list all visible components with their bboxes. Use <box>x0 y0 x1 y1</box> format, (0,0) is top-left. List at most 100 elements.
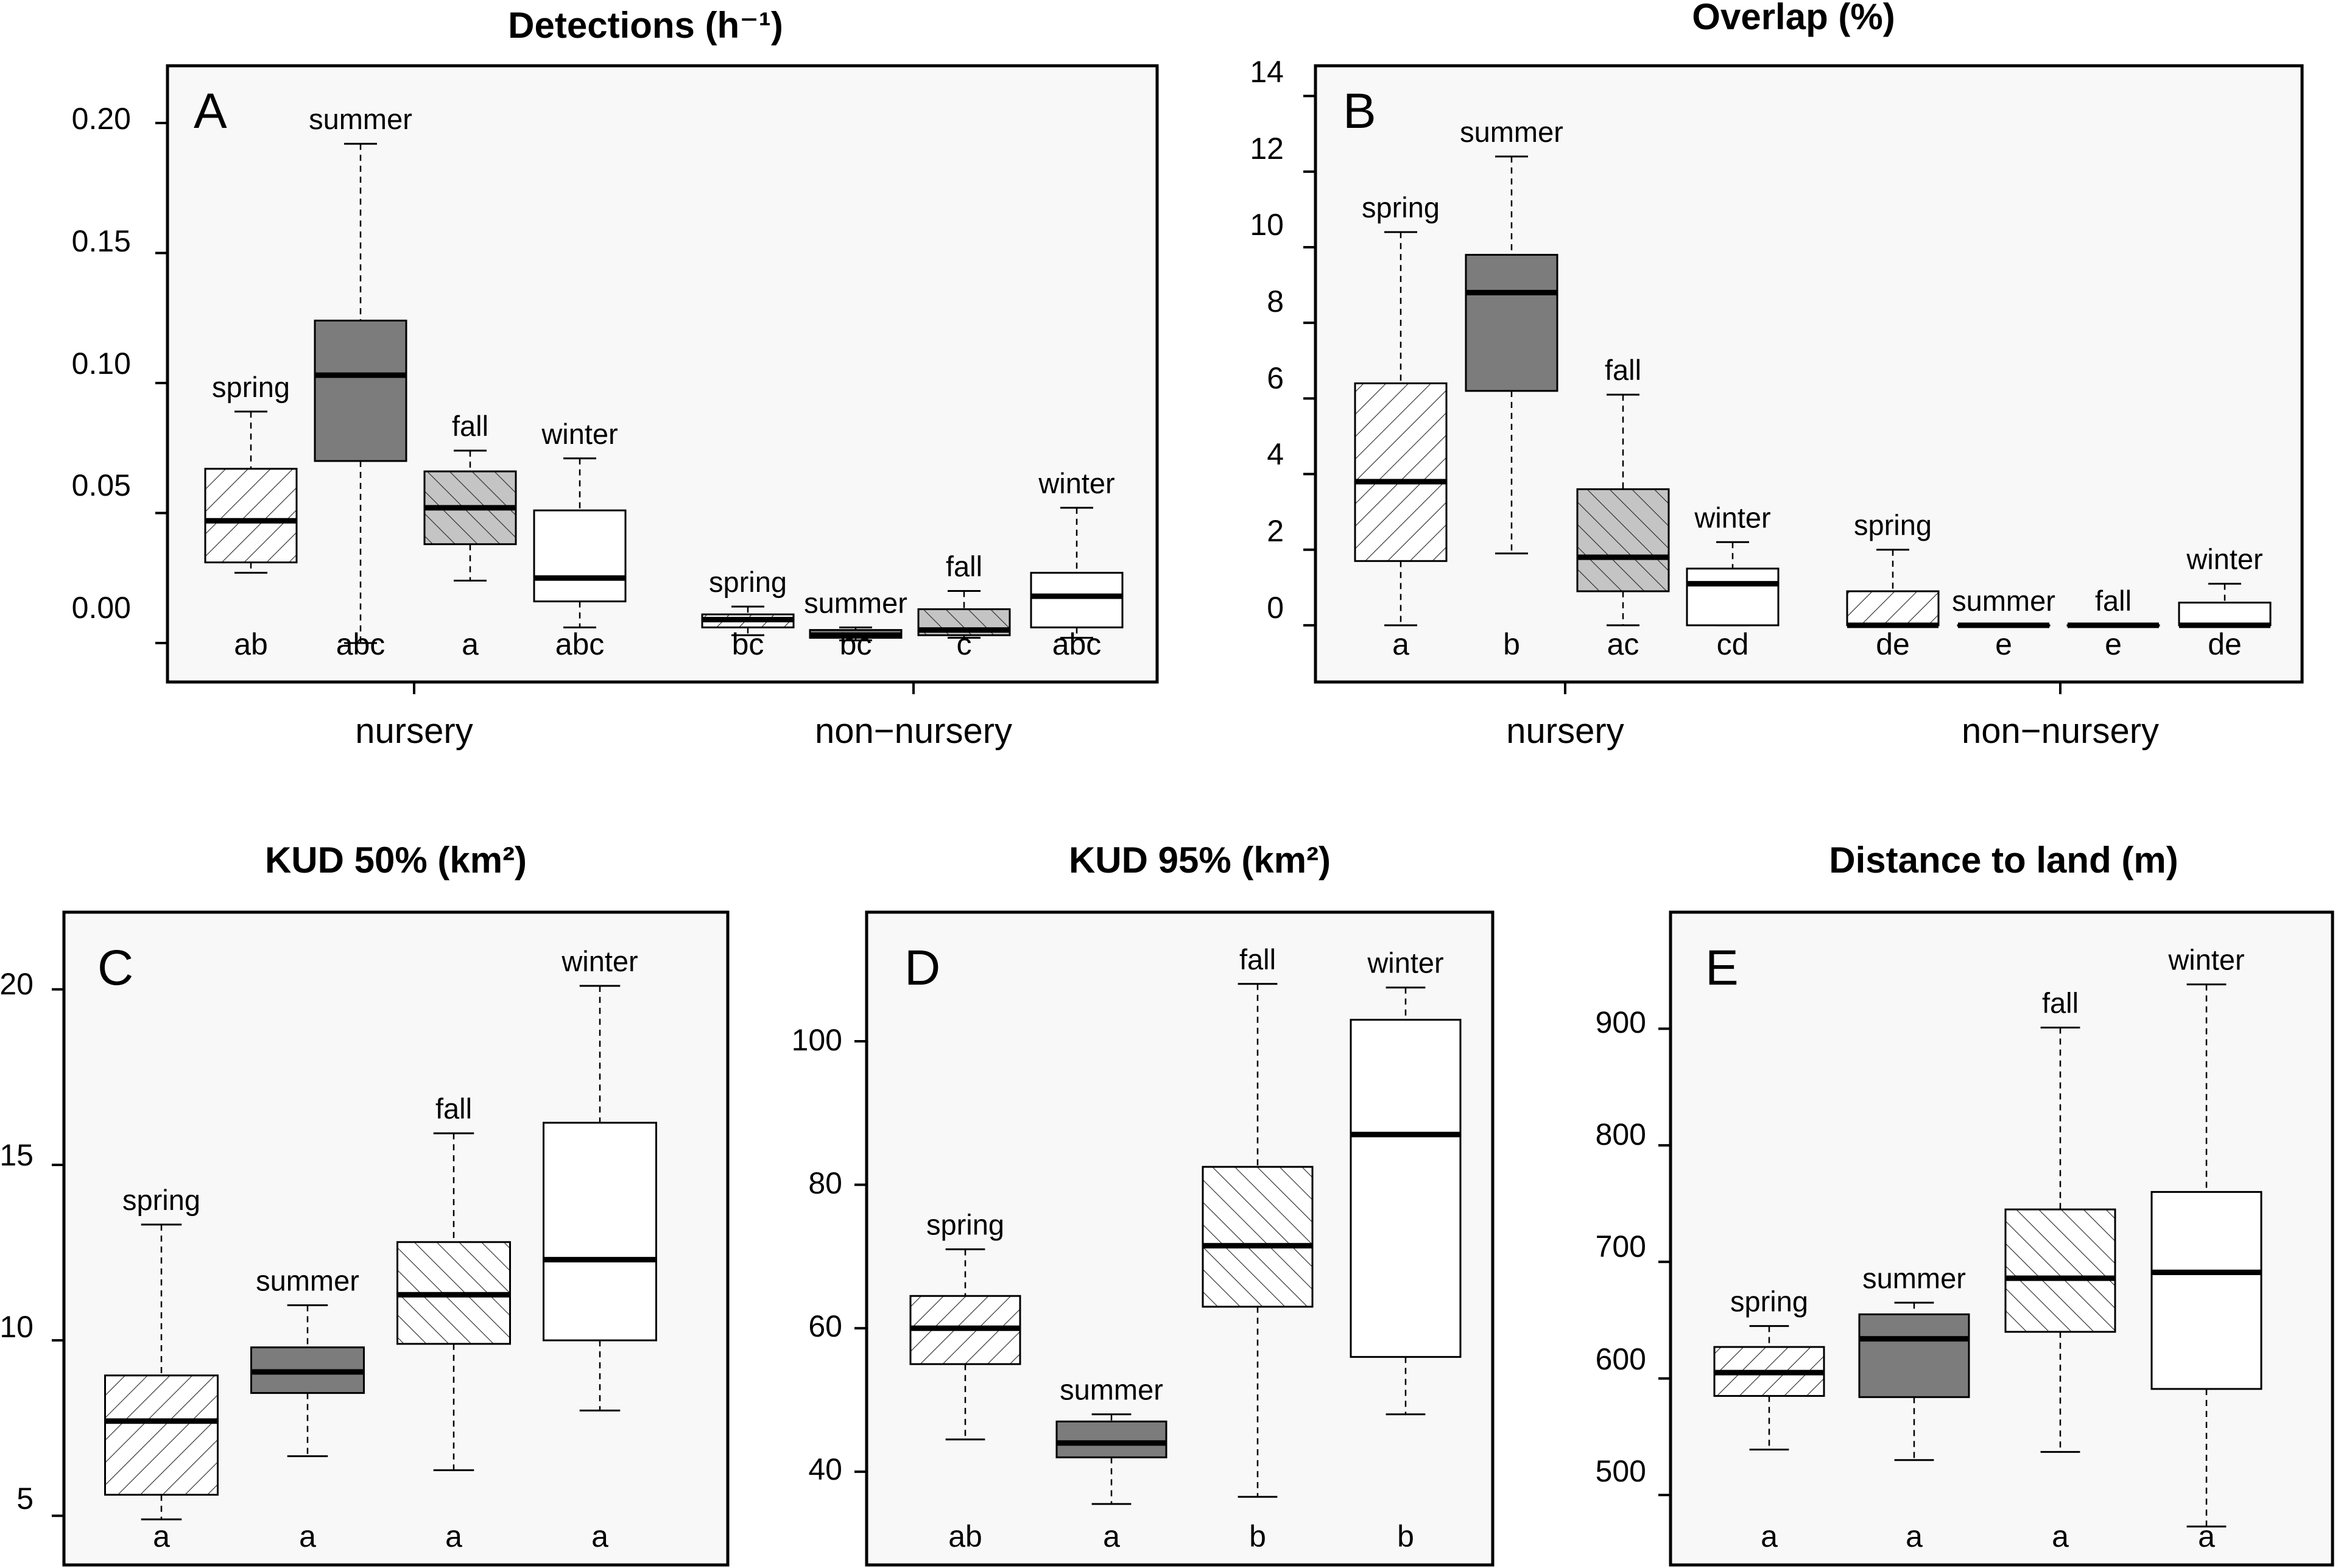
panel-c-ytick: 10 <box>0 1310 33 1344</box>
boxplot: summer e <box>1952 585 2055 661</box>
box-iqr <box>104 1374 219 1496</box>
season-label: summer <box>804 586 907 619</box>
boxplot: spring a <box>1354 191 1448 661</box>
season-label: spring <box>709 566 787 598</box>
panel-b-boxes: spring a summer b fall ac winter cd spring de summ… <box>1354 116 2272 661</box>
season-label: summer <box>309 103 412 135</box>
panel-a-ytick: 0.05 <box>72 468 131 502</box>
box-iqr <box>2150 1190 2262 1390</box>
significance-letter: b <box>1397 1519 1414 1553</box>
panel-e-yaxis: 500 600 700 800 900 <box>1596 1005 1671 1497</box>
boxplot: winter de <box>2178 543 2272 661</box>
season-label: fall <box>2095 585 2132 617</box>
panel-b-ytick: 2 <box>1267 514 1284 548</box>
season-label: spring <box>212 371 290 403</box>
boxplot: spring a <box>104 1184 219 1553</box>
significance-letter: ab <box>948 1519 982 1553</box>
boxplot: winter abc <box>1030 467 1124 661</box>
panel-b-title: Overlap (%) <box>1692 0 1895 37</box>
significance-letter: b <box>1249 1519 1266 1553</box>
panel-a-letter: A <box>194 83 227 139</box>
panel-a: Detections (h⁻¹) A 0.00 0.05 0.10 0.15 0… <box>72 5 1159 751</box>
significance-letter: a <box>1103 1519 1120 1553</box>
season-label: fall <box>946 550 982 583</box>
significance-letter: de <box>1876 627 1910 661</box>
panel-e-title: Distance to land (m) <box>1829 840 2178 881</box>
panel-e-ytick: 500 <box>1596 1454 1646 1488</box>
boxplot: summer b <box>1460 116 1563 661</box>
boxplot: winter b <box>1350 947 1462 1553</box>
box-iqr <box>1202 1165 1314 1308</box>
panel-d-letter: D <box>904 940 940 996</box>
box-iqr <box>2004 1208 2116 1333</box>
season-label: summer <box>1060 1374 1163 1406</box>
box-iqr <box>1350 1019 1462 1358</box>
season-label: fall <box>1605 354 1641 386</box>
boxplot: summer a <box>1055 1374 1167 1553</box>
season-label: fall <box>452 410 488 442</box>
season-label: fall <box>1239 943 1276 976</box>
boxplot: winter a <box>543 945 657 1553</box>
season-label: winter <box>1367 947 1443 979</box>
significance-letter: a <box>462 627 479 661</box>
panel-e-frame <box>1669 910 2334 1567</box>
season-label: summer <box>1952 585 2055 617</box>
panel-c-yaxis: 5 10 15 20 <box>0 967 64 1517</box>
significance-letter: ac <box>1607 627 1639 661</box>
panel-d-ytick: 40 <box>808 1452 842 1486</box>
boxplot: summer a <box>1858 1262 1970 1553</box>
panel-d-ytick: 80 <box>808 1166 842 1200</box>
box-iqr <box>1858 1313 1970 1398</box>
panel-c-boxes: spring a summer a fall a winter a <box>104 945 657 1553</box>
boxplot: winter a <box>2150 944 2262 1553</box>
box-iqr <box>1465 253 1558 392</box>
panel-c-letter: C <box>97 940 133 996</box>
panel-c-ytick: 20 <box>0 967 33 1001</box>
season-label: winter <box>2186 543 2262 575</box>
significance-letter: de <box>2208 627 2242 661</box>
panel-a-group-label: nursery <box>355 711 473 751</box>
boxplot: fall a <box>396 1092 511 1553</box>
panel-e-ytick: 800 <box>1596 1117 1646 1151</box>
season-label: summer <box>256 1265 359 1297</box>
season-label: summer <box>1862 1262 1966 1294</box>
box-iqr <box>1576 488 1670 592</box>
panel-d-title: KUD 95% (km²) <box>1069 840 1331 881</box>
box-iqr <box>1030 572 1124 628</box>
panel-b-frame <box>1314 64 2304 684</box>
panel-c: KUD 50% (km²) C 5 10 15 20 springasummer… <box>0 840 730 1567</box>
significance-letter: bc <box>840 627 872 661</box>
significance-letter: e <box>2105 627 2122 661</box>
panel-b-ytick: 8 <box>1267 284 1284 318</box>
boxplot: fall e <box>2066 585 2160 661</box>
significance-letter: abc <box>1052 627 1102 661</box>
significance-letter: abc <box>336 627 386 661</box>
boxplot: fall ac <box>1576 354 1670 661</box>
box-iqr <box>533 509 627 603</box>
significance-letter: a <box>2198 1519 2215 1553</box>
box-iqr <box>2178 602 2272 627</box>
significance-letter: ab <box>234 627 268 661</box>
box-iqr <box>314 319 407 462</box>
significance-letter: a <box>1392 627 1409 661</box>
boxplot: spring a <box>1713 1285 1825 1553</box>
panel-a-ytick: 0.20 <box>72 102 131 136</box>
panel-d-boxes: spring ab summer a fall b winter b <box>909 943 1462 1553</box>
boxplot: summer a <box>250 1265 365 1553</box>
box-iqr <box>1846 590 1940 627</box>
significance-letter: a <box>1906 1519 1923 1553</box>
panel-e-letter: E <box>1705 940 1739 996</box>
panel-d-ytick: 60 <box>808 1309 842 1343</box>
season-label: winter <box>561 945 638 977</box>
panel-b-ytick: 10 <box>1250 208 1284 242</box>
box-iqr <box>1354 382 1448 562</box>
panel-a-title: Detections (h⁻¹) <box>508 5 783 46</box>
boxplot: summer bc <box>804 586 907 661</box>
season-label: spring <box>1730 1285 1808 1318</box>
boxplot: fall c <box>917 550 1011 661</box>
panel-b-ytick: 0 <box>1267 591 1284 625</box>
significance-letter: a <box>1761 1519 1778 1553</box>
panel-b-ytick: 4 <box>1267 437 1284 471</box>
panel-a-group-label: non−nursery <box>815 711 1012 751</box>
